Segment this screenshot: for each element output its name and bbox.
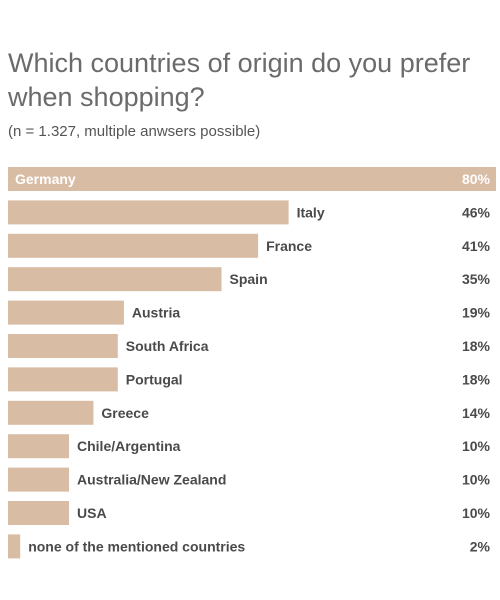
bar-france xyxy=(8,233,259,258)
category-label-germany: Germany xyxy=(15,171,76,187)
bar-chile-argentina xyxy=(8,434,69,459)
bar-south-africa xyxy=(8,334,118,358)
category-label-greece: Greece xyxy=(101,405,149,421)
value-label-south-africa: 18% xyxy=(462,338,491,354)
bar-usa xyxy=(8,501,69,525)
value-label-italy: 46% xyxy=(462,204,491,220)
category-label-spain: Spain xyxy=(230,271,268,287)
value-label-france: 41% xyxy=(462,238,491,254)
bar-spain xyxy=(8,267,222,292)
value-label-portugal: 18% xyxy=(462,371,491,387)
category-label-none-of-the-mentioned-countries: none of the mentioned countries xyxy=(28,538,245,554)
value-label-australia-new-zealand: 10% xyxy=(462,472,491,488)
value-label-austria: 19% xyxy=(462,305,491,321)
bar-australia-new-zealand xyxy=(8,467,69,492)
category-label-austria: Austria xyxy=(132,305,180,321)
value-label-none-of-the-mentioned-countries: 2% xyxy=(470,538,491,554)
value-label-spain: 35% xyxy=(462,271,491,287)
chart-subtitle: (n = 1.327, multiple anwsers possible) xyxy=(8,123,261,140)
bar-portugal xyxy=(8,367,118,392)
bar-italy xyxy=(8,200,289,225)
category-label-portugal: Portugal xyxy=(126,371,183,387)
bar-greece xyxy=(8,400,94,425)
category-label-usa: USA xyxy=(77,505,107,521)
value-label-greece: 14% xyxy=(462,405,491,421)
bar-none-of-the-mentioned-countries xyxy=(8,534,21,559)
bar-austria xyxy=(8,300,124,325)
bar-germany xyxy=(8,167,496,191)
value-label-germany: 80% xyxy=(462,171,491,187)
category-label-south-africa: South Africa xyxy=(126,338,209,354)
value-label-usa: 10% xyxy=(462,505,491,521)
chart-title: Which countries of origin do you prefer … xyxy=(8,48,471,112)
category-label-italy: Italy xyxy=(297,204,325,220)
category-label-chile-argentina: Chile/Argentina xyxy=(77,438,181,454)
category-label-australia-new-zealand: Australia/New Zealand xyxy=(77,472,226,488)
value-label-chile-argentina: 10% xyxy=(462,438,491,454)
category-label-france: France xyxy=(266,238,312,254)
